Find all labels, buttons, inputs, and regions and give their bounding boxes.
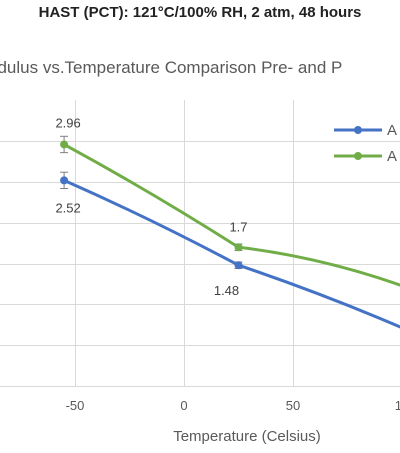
x-tick-label: 0 bbox=[180, 398, 187, 413]
legend-entry: A bbox=[334, 122, 397, 139]
series-line bbox=[62, 142, 400, 287]
legend-entry: A bbox=[334, 148, 397, 165]
data-label: 2.96 bbox=[55, 115, 80, 130]
series-line bbox=[62, 178, 400, 329]
legend-label: A bbox=[387, 122, 397, 139]
data-label: 1.7 bbox=[229, 219, 247, 234]
page-title: HAST (PCT): 121°C/100% RH, 2 atm, 48 hou… bbox=[38, 4, 362, 21]
x-tick-labels: -50 0 50 10 bbox=[66, 398, 400, 413]
chart-title: odulus vs.Temperature Comparison Pre- an… bbox=[0, 58, 343, 77]
x-tick-label: -50 bbox=[66, 398, 85, 413]
grid-lines bbox=[0, 100, 400, 387]
data-label: 2.52 bbox=[55, 200, 80, 215]
x-axis-title: Temperature (Celsius) bbox=[173, 428, 321, 445]
data-point bbox=[234, 243, 243, 252]
data-labels: 2.52 1.48 2.96 1.7 bbox=[55, 115, 247, 298]
legend: AA bbox=[334, 122, 397, 165]
data-label: 1.48 bbox=[214, 283, 239, 298]
data-point bbox=[60, 140, 69, 149]
data-point bbox=[234, 261, 243, 270]
legend-swatch-marker bbox=[354, 126, 362, 134]
data-points bbox=[60, 140, 243, 270]
legend-swatch-marker bbox=[354, 152, 362, 160]
legend-label: A bbox=[387, 148, 397, 165]
series-lines bbox=[62, 142, 400, 329]
x-tick-label: 10 bbox=[395, 398, 400, 413]
x-tick-label: 50 bbox=[286, 398, 300, 413]
data-point bbox=[60, 176, 69, 185]
